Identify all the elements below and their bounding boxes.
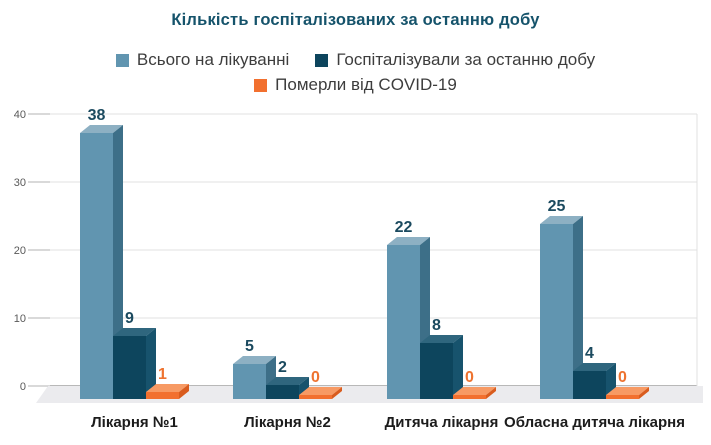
bar-value-label: 0: [465, 369, 474, 386]
bar-top-2-3: [420, 335, 463, 343]
bar-front-3-1: [146, 392, 179, 399]
bar-value-label: 8: [432, 317, 441, 334]
bar-top-3-1: [146, 384, 189, 392]
bar-front-1-4: [540, 224, 573, 399]
bar-top-3-4: [606, 387, 649, 395]
bar-top-2-4: [573, 363, 616, 371]
bar-front-2-1: [113, 336, 146, 399]
bar-value-label: 4: [585, 345, 594, 362]
legend-item-2: Госпіталізували за останню добу: [315, 49, 595, 71]
bar-side-1-4: [573, 216, 583, 399]
bar-side-3-1: [179, 384, 189, 399]
y-tick-label: 10: [14, 313, 26, 325]
bar-value-label: 25: [548, 198, 566, 215]
legend-marker-icon: [115, 53, 129, 67]
chart-legend: Всього на лікуванні Госпіталізували за ос…: [60, 49, 651, 96]
bar-front-3-2: [299, 395, 332, 399]
legend-label: Померли від COVID-19: [275, 75, 457, 94]
bar-value-label: 38: [88, 107, 106, 124]
bar-front-3-4: [606, 395, 639, 399]
x-category-label: Лікарня №1: [91, 414, 178, 431]
y-tick-label: 0: [20, 381, 26, 393]
bar-side-3-2: [332, 387, 342, 399]
bar-front-1-1: [80, 133, 113, 399]
bar-value-label: 9: [125, 310, 134, 327]
bar-value-label: 5: [245, 338, 254, 355]
bar-front-2-4: [573, 371, 606, 399]
bar-front-3-3: [453, 395, 486, 399]
legend-item-3: Померли від COVID-19: [254, 74, 457, 96]
bar-top-1-3: [387, 237, 430, 245]
legend-marker-icon: [315, 53, 329, 67]
bar-side-3-4: [639, 387, 649, 399]
chart-title: Кількість госпіталізованих за останню до…: [171, 11, 540, 29]
x-category-label: Обласна дитяча лікарня: [504, 414, 685, 431]
bar-side-2-1: [146, 328, 156, 399]
bar-value-label: 0: [311, 369, 320, 386]
bar-front-2-2: [266, 385, 299, 399]
bar-front-1-2: [233, 364, 266, 399]
y-tick-label: 40: [14, 109, 26, 121]
y-tick-label: 20: [14, 245, 26, 257]
bar-value-label: 1: [158, 366, 167, 383]
x-category-label: Дитяча лікарня: [385, 414, 499, 431]
y-tick-label: 30: [14, 177, 26, 189]
bar-value-label: 0: [618, 369, 627, 386]
bar-front-1-3: [387, 245, 420, 399]
bar-top-3-3: [453, 387, 496, 395]
legend-marker-icon: [254, 78, 268, 92]
bar-front-2-3: [420, 343, 453, 399]
bar-top-1-2: [233, 356, 276, 364]
bar-value-label: 22: [395, 219, 413, 236]
legend-item-1: Всього на лікуванні: [115, 49, 290, 71]
bar-top-2-2: [266, 377, 309, 385]
bar-side-3-3: [486, 387, 496, 399]
bar-value-label: 2: [278, 359, 287, 376]
bar-top-2-1: [113, 328, 156, 336]
bar-top-3-2: [299, 387, 342, 395]
chart-floor: [36, 386, 703, 403]
bar-top-1-4: [540, 216, 583, 224]
bar-top-1-1: [80, 125, 123, 133]
bar-side-2-3: [453, 335, 463, 399]
legend-label: Всього на лікуванні: [136, 50, 290, 69]
legend-label: Госпіталізували за останню добу: [336, 50, 596, 69]
x-category-label: Лікарня №2: [244, 414, 331, 431]
